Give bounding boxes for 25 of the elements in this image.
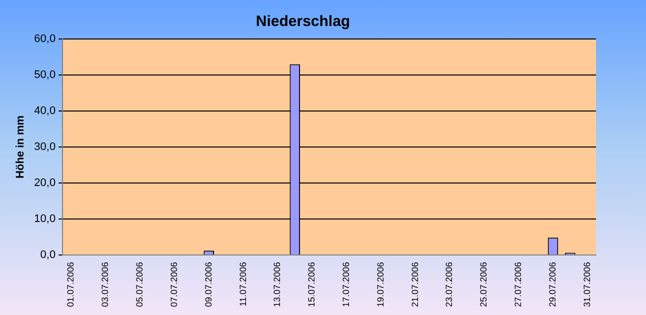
x-tick-label: 13.07.2006 [272,262,282,308]
y-tick-label: 40,0 [34,105,56,118]
y-tick-label: 10,0 [34,212,56,225]
y-tick-label: 0,0 [40,248,56,261]
x-tick-label: 15.07.2006 [306,262,317,308]
x-tick-label: 07.07.2006 [168,262,179,308]
x-tick-label: 29.07.2006 [547,262,558,308]
x-tick-label: 05.07.2006 [134,262,145,308]
y-tick-label: 50,0 [34,69,56,82]
x-tick-label: 19.07.2006 [375,262,386,308]
y-tick-label: 60,0 [34,33,56,46]
x-tick-label: 09.07.2006 [203,262,214,308]
x-tick-label: 21.07.2006 [410,262,420,308]
chart-title: Niederschlag [256,13,350,30]
x-tick-label: 17.07.2006 [340,262,351,308]
x-tick-label: 27.07.2006 [513,262,524,308]
x-tick-label: 25.07.2006 [478,262,489,308]
x-tick-label: 11.07.2006 [238,262,248,306]
y-tick-label: 20,0 [34,177,56,189]
x-tick-label: 31.07.2006 [582,262,592,308]
x-tick-label: 23.07.2006 [444,262,454,308]
x-tick-label: 01.07.2006 [66,262,76,308]
y-axis-title: Höhe in mm [14,115,27,178]
y-tick-label: 30,0 [34,141,56,154]
x-tick-label: 03.07.2006 [100,262,110,308]
